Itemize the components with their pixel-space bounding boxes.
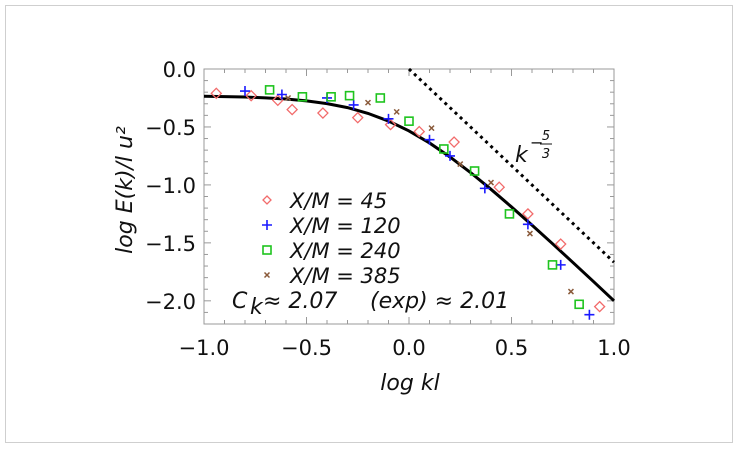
- data-point-square: [574, 299, 584, 310]
- data-point-diamond: [521, 207, 534, 220]
- exp-value: (exp) ≈ 2.01: [370, 289, 509, 314]
- data-point-diamond: [210, 87, 223, 100]
- legend-label: X/M = 240: [289, 239, 401, 263]
- k-label: k: [515, 143, 529, 168]
- ticks: [203, 68, 615, 325]
- data-point-plus: [445, 150, 455, 161]
- legend-marker-cross: [263, 271, 271, 279]
- x-axis-label: log kl: [380, 371, 439, 396]
- y-tick-label: 0.0: [163, 58, 196, 82]
- figure-border: [5, 5, 733, 443]
- y-tick-label: −1.5: [145, 232, 196, 256]
- data-point-cross: [457, 161, 464, 168]
- data-point-diamond: [554, 238, 567, 250]
- data-point-cross: [285, 94, 292, 102]
- plot-area: [203, 68, 615, 325]
- ck-symbol: C: [232, 289, 248, 314]
- data-point-square: [404, 116, 414, 126]
- data-point-diamond: [286, 103, 299, 116]
- data-point-cross: [428, 125, 435, 132]
- data-point-diamond: [493, 181, 506, 194]
- x-tick-label: 0.0: [392, 336, 425, 360]
- data-point-square: [375, 93, 386, 103]
- k-exp-den: 3: [542, 147, 550, 162]
- annotation: C k ≈ 2.07 (exp) ≈ 2.01: [232, 289, 509, 320]
- data-point-cross: [487, 179, 495, 186]
- data-point-square: [297, 92, 308, 102]
- x-tick-label: −0.5: [281, 336, 332, 360]
- x-tick-label: 0.5: [495, 336, 528, 360]
- legend-marker-plus: [262, 220, 272, 230]
- data-point-cross: [567, 288, 574, 295]
- data-point-plus: [383, 113, 394, 124]
- data-point-diamond: [448, 136, 461, 148]
- data-point-cross: [526, 230, 533, 237]
- data-point-diamond: [384, 118, 397, 131]
- data-point-plus: [276, 89, 287, 100]
- legend-marker-square: [262, 245, 272, 255]
- data-point-plus: [584, 309, 595, 320]
- data-point-plus: [479, 183, 490, 194]
- y-tick-labels: 0.0 −0.5 −1.0 −1.5 −2.0: [145, 58, 196, 314]
- data-point-diamond: [245, 89, 258, 102]
- x-tick-labels: −1.0 −0.5 0.0 0.5 1.0: [179, 336, 631, 360]
- k-slope-label: k − 5 3: [515, 129, 552, 168]
- data-point-square: [469, 166, 480, 176]
- ck-value: ≈ 2.07: [263, 289, 337, 314]
- legend-label: X/M = 120: [289, 214, 401, 238]
- data-point-diamond: [593, 300, 606, 313]
- y-tick-label: −0.5: [145, 116, 196, 140]
- x-tick-label: 1.0: [597, 336, 630, 360]
- y-tick-label: −1.0: [145, 174, 196, 198]
- data-point-diamond: [351, 111, 364, 124]
- k-exp-num: 5: [542, 129, 550, 144]
- data-point-square: [344, 90, 355, 101]
- data-point-plus: [424, 134, 435, 145]
- data-point-square: [504, 209, 515, 219]
- k-minus-five-thirds-line: [407, 67, 616, 264]
- data-point-plus: [348, 99, 359, 110]
- ck-subscript: k: [250, 295, 264, 320]
- legend-marker-diamond: [262, 195, 272, 205]
- data-point-square: [264, 85, 275, 95]
- legend-label: X/M = 385: [289, 264, 401, 288]
- model-curve-line: [203, 94, 616, 302]
- data-point-plus: [240, 86, 250, 97]
- y-tick-label: −2.0: [145, 290, 196, 314]
- data-point-square: [326, 92, 336, 102]
- data-points: [210, 85, 606, 320]
- data-point-diamond: [413, 125, 426, 138]
- data-point-plus: [555, 259, 566, 270]
- data-point-cross: [393, 108, 400, 115]
- k-exp-minus: −: [530, 133, 543, 152]
- x-tick-label: −1.0: [179, 336, 230, 360]
- data-point-square: [439, 144, 449, 154]
- data-point-plus: [522, 219, 533, 230]
- legend-label: X/M = 45: [289, 189, 387, 213]
- data-point-diamond: [316, 107, 329, 119]
- model-curve: [203, 94, 616, 302]
- data-point-square: [547, 260, 558, 270]
- reference-line: [407, 67, 616, 264]
- data-point-cross: [364, 99, 372, 106]
- y-axis-label: log E(k)/l u²: [113, 126, 138, 254]
